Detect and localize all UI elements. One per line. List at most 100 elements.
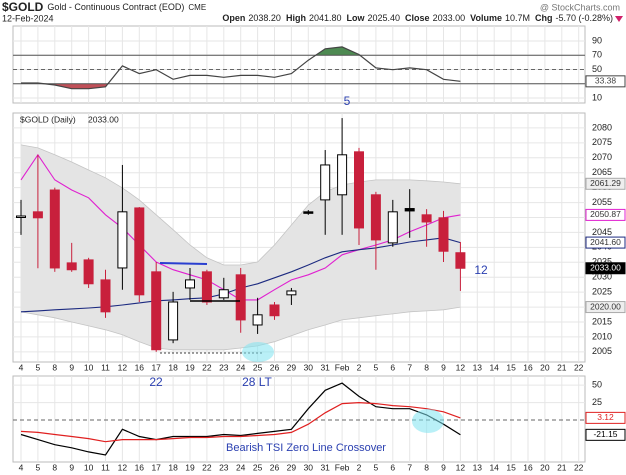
x-tick-label: 30: [304, 462, 314, 472]
stat-value: 2038.20: [248, 13, 281, 23]
x-tick-label: 12: [118, 362, 128, 372]
panel-title: $GOLD (Daily): [20, 114, 76, 124]
value-box: [585, 411, 626, 424]
value-box: [585, 428, 626, 441]
y-tick-label: 2035: [592, 257, 612, 267]
y-tick-label: 2055: [592, 197, 612, 207]
candle-body: [168, 301, 179, 341]
series-line: [21, 46, 461, 90]
symbol: $GOLD: [2, 0, 44, 14]
x-tick-label: 8: [52, 462, 57, 472]
x-tick-label: 18: [168, 362, 178, 372]
x-tick-label: 21: [557, 462, 567, 472]
value-box-label: 2050.87: [590, 209, 621, 219]
x-tick-label: 11: [101, 362, 110, 372]
panel-frame: [12, 25, 586, 104]
x-tick-label: 5: [374, 362, 379, 372]
annotation: 12: [474, 263, 488, 277]
y-tick-label: 2030: [592, 272, 612, 282]
x-tick-label: 12: [118, 462, 128, 472]
x-tick-label: 10: [84, 362, 94, 372]
annotation: 22: [149, 375, 163, 389]
y-tick-label: 70: [592, 50, 602, 60]
candle-body: [151, 271, 162, 351]
x-tick-label: 9: [441, 362, 446, 372]
y-tick-label: 2025: [592, 287, 612, 297]
stat-value: 10.7M: [505, 13, 530, 23]
series-line: [20, 382, 461, 456]
x-tick-label: 19: [185, 462, 195, 472]
value-box: [585, 236, 626, 249]
x-tick-label: 9: [69, 362, 74, 372]
x-tick-label: 16: [135, 462, 145, 472]
trend-line: [159, 262, 208, 265]
x-tick-label: 14: [489, 462, 499, 472]
y-tick-label: 90: [592, 35, 602, 45]
x-tick-label: 8: [424, 462, 429, 472]
value-box: [585, 262, 626, 275]
y-tick-label: 50: [592, 64, 602, 74]
candle-body: [320, 164, 331, 201]
value-box-label: 33.38: [595, 76, 617, 86]
value-box-label: 2041.60: [590, 237, 621, 247]
x-tick-label: 16: [523, 462, 533, 472]
y-tick-label: 2065: [592, 167, 612, 177]
value-box-label: 2061.29: [590, 178, 621, 188]
instrument-name: Gold - Continuous Contract (EOD): [47, 2, 184, 12]
x-tick-label: 30: [304, 362, 314, 372]
band-edge: [20, 144, 461, 266]
candle-body: [404, 208, 415, 212]
x-tick-label: 13: [473, 362, 483, 372]
candle-body: [66, 262, 77, 271]
x-tick-label: 9: [441, 462, 446, 472]
x-tick-label: Feb: [335, 462, 350, 472]
annotation: Bearish TSI Zero Line Crossover: [226, 442, 386, 454]
candle-body: [337, 154, 348, 196]
x-tick-label: 2: [357, 462, 362, 472]
stat-label: High: [286, 13, 306, 23]
candle-body: [286, 290, 297, 296]
candle-body: [235, 274, 246, 321]
x-tick-label: 31: [320, 462, 330, 472]
x-tick-label: 13: [473, 462, 483, 472]
candle-body: [201, 271, 212, 303]
x-tick-label: 9: [69, 462, 74, 472]
x-tick-label: 25: [253, 362, 263, 372]
x-tick-label: 18: [168, 462, 178, 472]
candle-body: [218, 289, 229, 299]
x-tick-label: 22: [202, 462, 212, 472]
x-tick-label: 17: [151, 362, 161, 372]
x-tick-label: 7: [407, 362, 412, 372]
series-line: [20, 401, 461, 443]
x-tick-label: 23: [219, 462, 229, 472]
x-tick-label: 14: [489, 362, 499, 372]
candle-body: [303, 211, 314, 214]
stat-value: 2025.40: [368, 13, 401, 23]
candle-body: [354, 151, 364, 229]
x-tick-label: 5: [36, 462, 41, 472]
x-tick-label: 24: [236, 362, 246, 372]
highlight: [412, 409, 444, 433]
x-tick-label: 15: [506, 362, 516, 372]
stat-value: -5.70 (-0.28%): [555, 13, 613, 23]
x-tick-label: 21: [557, 362, 567, 372]
value-box: [585, 301, 626, 314]
y-tick-label: 2080: [592, 122, 612, 132]
highlight: [242, 342, 274, 362]
candle-body: [269, 304, 280, 317]
candle-body: [387, 211, 398, 244]
y-tick-label: 10: [592, 92, 602, 102]
band-edge: [20, 306, 461, 351]
annotation: 28 LT: [242, 375, 272, 389]
x-tick-label: 5: [374, 462, 379, 472]
date: 12-Feb-2024: [2, 13, 54, 23]
x-tick-label: 20: [540, 362, 550, 372]
value-box-label: 2033.00: [590, 263, 621, 273]
x-tick-label: 22: [574, 462, 584, 472]
x-tick-label: 17: [151, 462, 161, 472]
candle-body: [117, 211, 128, 269]
x-tick-label: 4: [19, 462, 24, 472]
x-tick-label: 10: [84, 462, 94, 472]
stat-label: Chg: [535, 13, 553, 23]
x-tick-label: 11: [101, 462, 110, 472]
